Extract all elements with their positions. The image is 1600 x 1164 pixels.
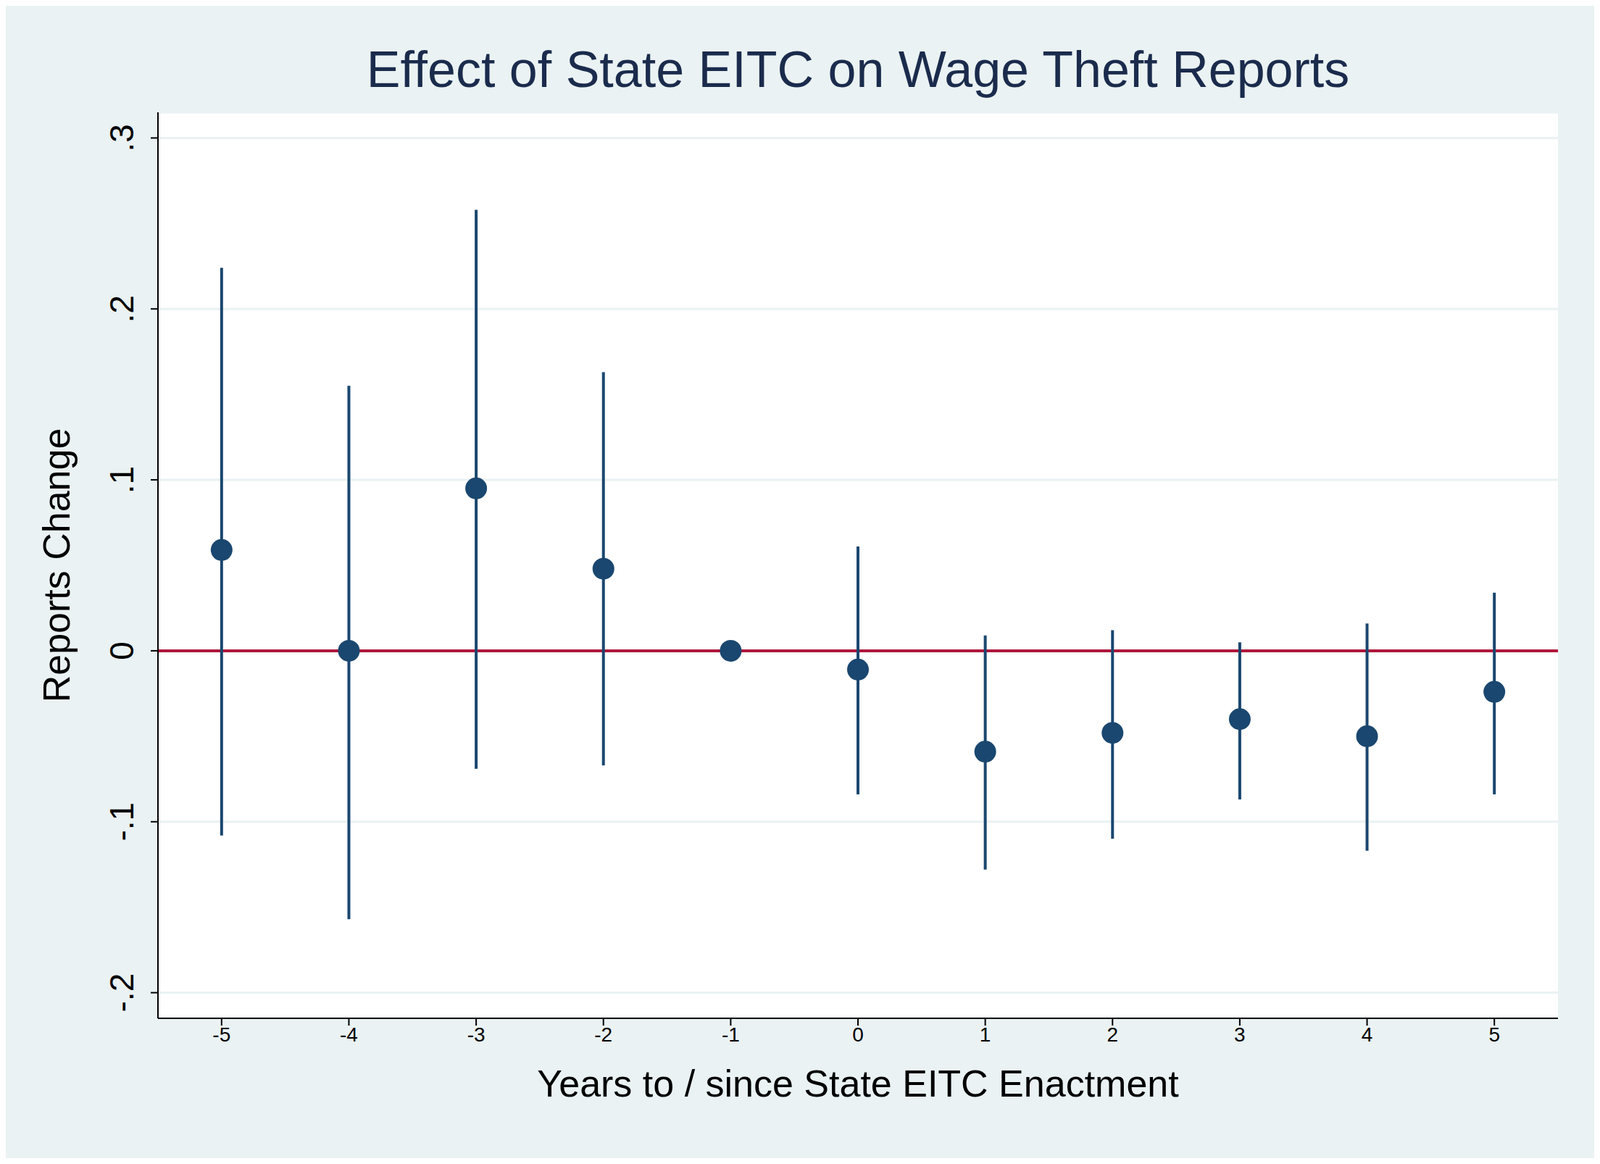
svg-text:Years to / since State EITC En: Years to / since State EITC Enactment: [536, 1062, 1179, 1105]
svg-text:-3: -3: [467, 1023, 486, 1046]
svg-text:.3: .3: [102, 123, 141, 152]
svg-text:.1: .1: [102, 465, 141, 494]
svg-text:Reports Change: Reports Change: [35, 428, 78, 703]
svg-text:-.1: -.1: [102, 802, 141, 842]
svg-text:.2: .2: [102, 294, 141, 323]
svg-text:-.2: -.2: [102, 973, 141, 1013]
svg-text:4: 4: [1361, 1023, 1374, 1046]
html-text:Effect of State EITC on Wage T: Effect of State EITC on Wage Theft Repor…: [366, 41, 1350, 98]
svg-text:0: 0: [852, 1023, 864, 1046]
svg-text:-2: -2: [594, 1023, 613, 1046]
svg-text:-4: -4: [339, 1023, 358, 1046]
svg-text:-5: -5: [212, 1023, 231, 1046]
svg-text:0: 0: [102, 641, 141, 661]
svg-text:1: 1: [979, 1023, 992, 1046]
svg-text:3: 3: [1234, 1023, 1246, 1046]
svg-text:2: 2: [1106, 1023, 1119, 1046]
svg-text:5: 5: [1488, 1023, 1500, 1046]
svg-text:-1: -1: [721, 1023, 740, 1046]
